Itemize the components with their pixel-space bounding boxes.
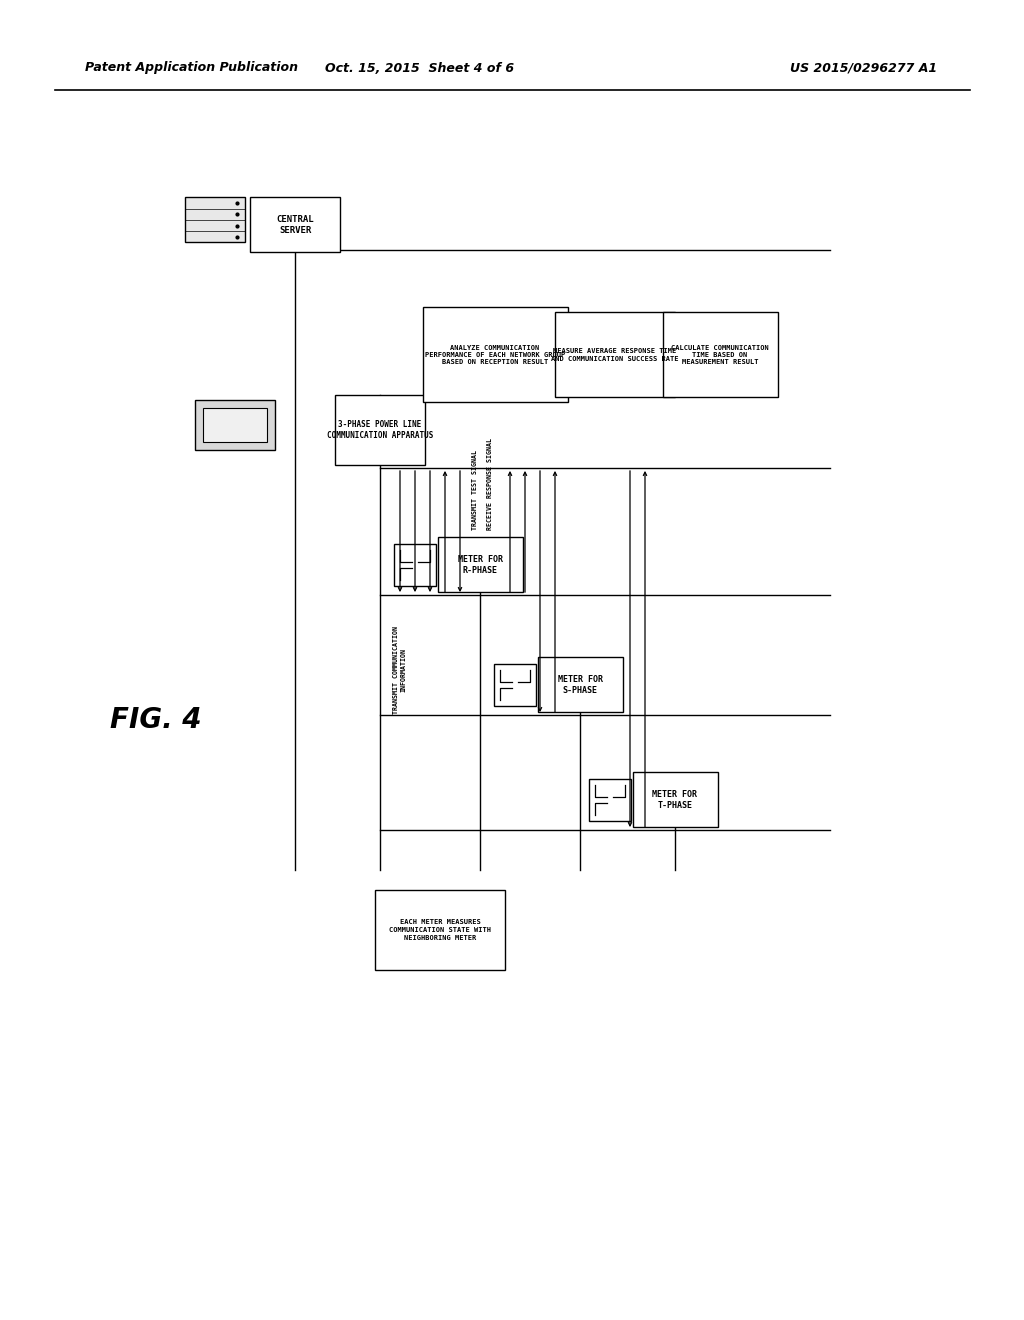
Bar (663, 312, 778, 397)
Text: TRANSMIT TEST SIGNAL: TRANSMIT TEST SIGNAL (472, 450, 478, 531)
Text: MEASURE AVERAGE RESPONSE TIME
AND COMMUNICATION SUCCESS RATE: MEASURE AVERAGE RESPONSE TIME AND COMMUN… (551, 348, 679, 362)
Bar (203, 408, 267, 442)
Text: CALCULATE COMMUNICATION
TIME BASED ON
MEASUREMENT RESULT: CALCULATE COMMUNICATION TIME BASED ON ME… (671, 345, 769, 366)
Text: CENTRAL
SERVER: CENTRAL SERVER (276, 215, 313, 235)
Bar (494, 664, 536, 706)
Text: US 2015/0296277 A1: US 2015/0296277 A1 (790, 62, 937, 74)
Text: ANALYZE COMMUNICATION
PERFORMANCE OF EACH NETWORK GROUP
BASED ON RECEPTION RESUL: ANALYZE COMMUNICATION PERFORMANCE OF EAC… (425, 345, 565, 366)
Bar (195, 400, 275, 450)
Text: Patent Application Publication: Patent Application Publication (85, 62, 298, 74)
Text: METER FOR
R-PHASE: METER FOR R-PHASE (458, 554, 503, 576)
Text: RECEIVE RESPONSE SIGNAL: RECEIVE RESPONSE SIGNAL (487, 438, 493, 531)
Text: FIG. 4: FIG. 4 (110, 706, 202, 734)
Text: Oct. 15, 2015  Sheet 4 of 6: Oct. 15, 2015 Sheet 4 of 6 (326, 62, 515, 74)
Bar (538, 657, 623, 711)
Bar (185, 197, 245, 242)
Text: METER FOR
S-PHASE: METER FOR S-PHASE (557, 675, 602, 696)
Text: EACH METER MEASURES
COMMUNICATION STATE WITH
NEIGHBORING METER: EACH METER MEASURES COMMUNICATION STATE … (389, 920, 490, 940)
Bar (394, 544, 436, 586)
Text: 3-PHASE POWER LINE
COMMUNICATION APPARATUS: 3-PHASE POWER LINE COMMUNICATION APPARAT… (327, 420, 433, 440)
Bar (250, 197, 340, 252)
Bar (555, 312, 675, 397)
Bar (335, 395, 425, 465)
Bar (633, 772, 718, 828)
Text: TRANSMIT COMMUNICATION
INFORMATION: TRANSMIT COMMUNICATION INFORMATION (393, 626, 407, 714)
Bar (423, 308, 568, 403)
Bar (375, 890, 505, 970)
Text: METER FOR
T-PHASE: METER FOR T-PHASE (652, 789, 697, 810)
Bar (438, 537, 523, 591)
Bar (589, 779, 631, 821)
